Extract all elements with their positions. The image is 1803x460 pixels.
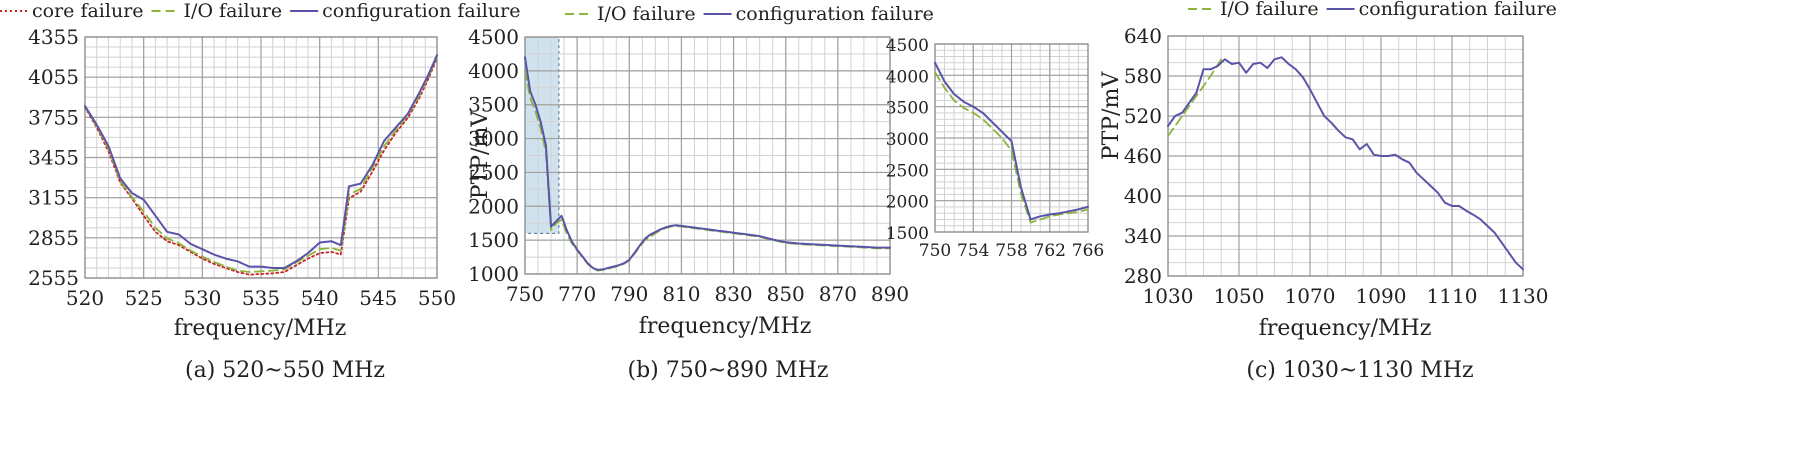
x-tick-label: 762	[1034, 241, 1066, 261]
y-tick-label: 460	[1124, 144, 1162, 168]
y-tick-label: 4500	[886, 36, 929, 56]
grid	[524, 36, 891, 275]
x-tick-label: 1130	[1498, 284, 1549, 308]
y-tick-label: 2555	[28, 266, 79, 290]
plot-frame	[934, 43, 1089, 233]
y-tick-label: 3500	[468, 93, 519, 117]
legend-label: I/O failure	[597, 3, 696, 25]
y-tick-label: 4055	[28, 65, 79, 89]
x-tick-label: 1030	[1143, 284, 1194, 308]
x-tick-label: 766	[1072, 241, 1104, 261]
x-tick-label: 870	[819, 282, 857, 306]
y-tick-label: 4000	[468, 59, 519, 83]
chart-caption: (c) 1030~1130 MHz	[1246, 358, 1473, 383]
y-tick-label: 340	[1124, 224, 1162, 248]
y-tick-label: 1500	[886, 224, 929, 244]
y-tick-label: 1000	[468, 262, 519, 286]
x-tick-label: 550	[418, 286, 456, 310]
grid	[84, 36, 438, 279]
chart-panel-3: 1030 1050 1070 1090 1110 1130 280 340 400 460 520 5…	[1099, 0, 1557, 383]
y-axis-label: PTP/mV	[1099, 71, 1124, 161]
chart-caption: (b) 750~890 MHz	[628, 358, 829, 383]
y-tick-label: 3500	[886, 99, 929, 119]
x-tick-label: 1110	[1427, 284, 1478, 308]
plot-frame	[1167, 35, 1524, 277]
legend-label: I/O failure	[184, 0, 283, 22]
legend: core failure I/O failure configuration fai…	[0, 0, 520, 22]
x-tick-label: 770	[558, 282, 596, 306]
y-tick-label: 280	[1124, 264, 1162, 288]
x-tick-label: 750	[506, 282, 544, 306]
x-tick-label: 750	[919, 241, 951, 261]
x-tick-label: 758	[995, 241, 1027, 261]
x-tick-label: 1090	[1356, 284, 1407, 308]
y-tick-label: 2855	[28, 226, 79, 250]
x-tick-label: 540	[301, 286, 339, 310]
legend-label: configuration failure	[736, 3, 934, 25]
x-tick-label: 850	[767, 282, 805, 306]
series-line-i-o-failure	[934, 71, 1089, 224]
x-tick-label: 535	[242, 286, 280, 310]
series-line-core-failure	[84, 56, 438, 276]
x-tick-label: 545	[359, 286, 397, 310]
y-tick-label: 2000	[886, 193, 929, 213]
chart-caption: (a) 520~550 MHz	[185, 358, 385, 383]
x-tick-label: 1050	[1214, 284, 1265, 308]
plot-frame	[84, 36, 438, 279]
y-tick-label: 3755	[28, 105, 79, 129]
chart-panel-2: 750 754 758 762 766 1500 2000 2500 3000 3500 4000 4…	[886, 36, 1104, 261]
y-tick-label: 580	[1124, 64, 1162, 88]
y-axis-label: PTP/mV	[468, 110, 493, 200]
x-axis-label: frequency/MHz	[1259, 316, 1432, 341]
plot-frame	[524, 36, 891, 275]
x-tick-label: 830	[714, 282, 752, 306]
series-line-configuration-failure	[934, 61, 1089, 221]
chart-panel-1: 750 770 790 810 830 850 870 890 1000 1500 2000 2500…	[468, 3, 934, 383]
x-tick-label: 530	[183, 286, 221, 310]
y-tick-label: 400	[1124, 184, 1162, 208]
highlight-region	[524, 36, 560, 234]
y-tick-label: 3000	[468, 127, 519, 151]
legend-label: core failure	[32, 0, 144, 22]
legend: I/O failure configuration failure	[1188, 0, 1557, 20]
x-axis-label: frequency/MHz	[174, 316, 347, 341]
series-line-configuration-failure	[524, 56, 891, 271]
x-tick-label: 520	[66, 286, 104, 310]
chart-panel-0: 520 525 530 535 540 545 550 2555 2855 3155 3455 375…	[0, 0, 520, 383]
grid	[934, 43, 1089, 233]
x-axis-label: frequency/MHz	[639, 314, 812, 339]
y-tick-label: 3455	[28, 146, 79, 170]
x-tick-label: 890	[871, 282, 909, 306]
legend-label: I/O failure	[1220, 0, 1319, 20]
series-line-i-o-failure	[1167, 58, 1223, 137]
series-line-configuration-failure	[1167, 56, 1524, 271]
y-tick-label: 2000	[468, 194, 519, 218]
y-tick-label: 3000	[886, 130, 929, 150]
y-tick-label: 2500	[886, 161, 929, 181]
legend: I/O failure configuration failure	[565, 3, 934, 25]
legend-label: configuration failure	[322, 0, 520, 22]
y-tick-label: 4500	[468, 25, 519, 49]
x-tick-label: 810	[662, 282, 700, 306]
y-tick-label: 520	[1124, 104, 1162, 128]
x-tick-label: 790	[610, 282, 648, 306]
y-tick-label: 640	[1124, 24, 1162, 48]
y-tick-label: 4355	[28, 25, 79, 49]
x-tick-label: 525	[125, 286, 163, 310]
series-line-configuration-failure	[84, 54, 438, 269]
x-tick-label: 754	[957, 241, 989, 261]
y-tick-label: 4000	[886, 67, 929, 87]
y-tick-label: 3155	[28, 186, 79, 210]
x-tick-label: 1070	[1285, 284, 1336, 308]
legend-label: configuration failure	[1359, 0, 1557, 20]
y-tick-label: 2500	[468, 160, 519, 184]
grid	[1167, 35, 1524, 277]
y-tick-label: 1500	[468, 228, 519, 252]
